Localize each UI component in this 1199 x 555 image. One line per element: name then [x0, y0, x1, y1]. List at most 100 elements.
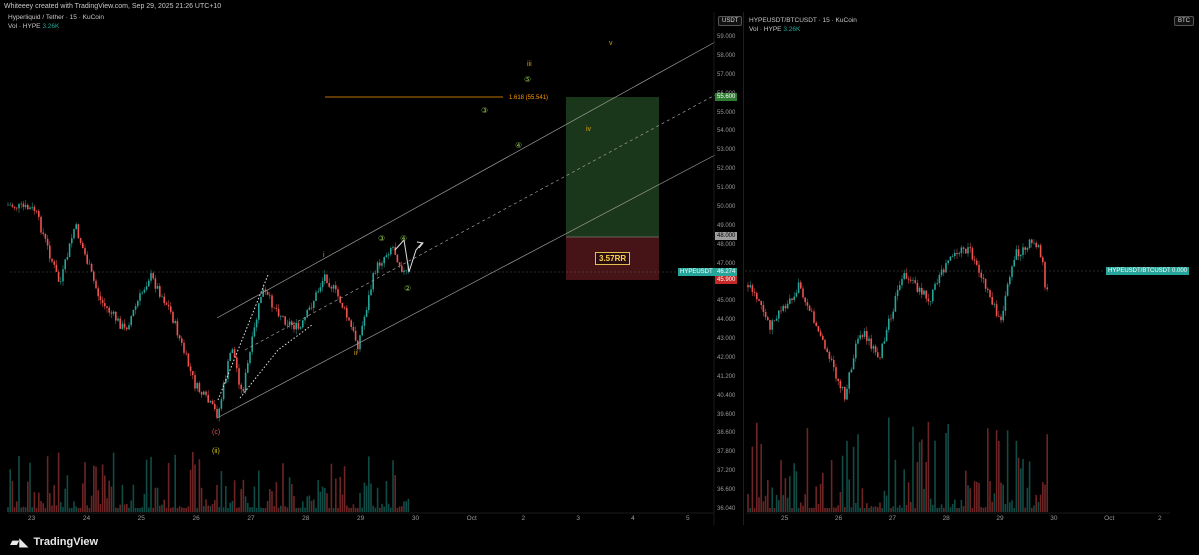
volume-bar	[910, 502, 912, 512]
candle-body	[762, 305, 765, 312]
right-pane-title: HYPEUSDT/BTCUSDT · 15 · KuCoin Vol · HYP…	[749, 16, 857, 34]
volume-bar	[209, 505, 212, 512]
volume-bar	[139, 507, 141, 512]
candle-body	[31, 206, 33, 208]
candle-body	[903, 273, 905, 279]
right-time-tick: Oct	[1104, 515, 1115, 522]
volume-bar	[885, 495, 888, 512]
right-volume-bars	[747, 417, 1048, 512]
candle-body	[181, 338, 183, 343]
volume-bar	[786, 497, 789, 512]
volume-bar	[879, 502, 881, 512]
left-time-tick: 28	[302, 515, 310, 522]
volume-bar	[134, 507, 137, 512]
candle-body	[390, 247, 392, 255]
volume-bar	[1015, 440, 1018, 512]
volume-bar	[817, 503, 820, 512]
volume-bar	[262, 507, 264, 512]
volume-bar	[1044, 484, 1046, 512]
volume-bar	[161, 504, 163, 512]
candle-body	[44, 233, 47, 239]
candle-body	[866, 331, 868, 341]
candle-body	[352, 326, 355, 331]
volume-bar	[225, 486, 227, 512]
profit-zone[interactable]	[566, 97, 659, 237]
candle-body	[194, 375, 196, 389]
candle-body	[66, 257, 69, 260]
volume-bar	[260, 507, 262, 512]
candle-body	[394, 247, 396, 255]
volume-bar	[141, 507, 143, 512]
left-price-tick: 53.000	[717, 147, 736, 154]
volume-bar	[815, 486, 817, 512]
volume-bar	[760, 443, 762, 512]
candle-body	[335, 285, 337, 290]
candle-body	[266, 291, 269, 295]
candle-body	[112, 311, 115, 314]
volume-bar	[352, 504, 355, 512]
volume-bar	[302, 501, 304, 512]
volume-bar	[819, 483, 822, 512]
volume-bar	[71, 507, 73, 512]
candle-body	[782, 305, 784, 311]
volume-bar	[828, 507, 831, 512]
candle-body	[330, 286, 333, 289]
candle-body	[29, 207, 31, 210]
candle-body	[216, 408, 218, 418]
candle-body	[218, 408, 220, 418]
candle-body	[995, 304, 998, 316]
volume-bar	[231, 501, 234, 512]
wave-label-ii: ii	[354, 350, 358, 357]
candle-body	[780, 310, 782, 312]
candle-body	[42, 232, 44, 234]
candle-body	[987, 288, 989, 291]
candle-body	[79, 238, 82, 244]
rr-badge[interactable]: 3.57RR	[595, 252, 631, 265]
volume-bar	[159, 505, 161, 512]
candle-body	[998, 315, 1000, 317]
candle-body	[137, 300, 139, 307]
candle-body	[192, 371, 194, 376]
wave-circle-4: ④	[400, 234, 407, 243]
volume-bar	[368, 456, 370, 512]
candle-body	[106, 306, 108, 308]
volume-bar	[148, 507, 150, 512]
left-price-tick: 36.040	[717, 506, 736, 512]
volume-bar	[64, 488, 66, 512]
volume-bar	[835, 507, 837, 512]
candle-body	[929, 301, 932, 302]
left-time-tick: 4	[631, 515, 635, 522]
candle-body	[852, 358, 855, 370]
volume-bar	[773, 507, 776, 512]
candle-body	[857, 338, 859, 344]
candle-body	[134, 306, 137, 310]
candle-body	[1022, 247, 1024, 255]
volume-bar	[295, 507, 297, 512]
volume-bar	[49, 493, 51, 512]
volume-bar	[119, 504, 121, 512]
volume-bar	[861, 488, 864, 512]
volume-bar	[357, 507, 359, 512]
candle-body	[117, 318, 119, 321]
volume-bar	[291, 483, 293, 512]
left-time-tick: 3	[576, 515, 580, 522]
candle-body	[315, 292, 317, 301]
left-volume-bars	[7, 451, 410, 512]
volume-bar	[907, 482, 910, 512]
volume-bar	[850, 507, 853, 512]
candle-body	[354, 330, 357, 341]
candle-body	[145, 286, 148, 290]
left-currency-badge[interactable]: USDT	[718, 16, 743, 26]
candle-body	[275, 307, 278, 309]
candle-body	[150, 273, 152, 281]
volume-bar	[813, 507, 815, 512]
candle-body	[769, 319, 771, 330]
pane-divider[interactable]	[743, 12, 744, 525]
candle-body	[1046, 287, 1048, 290]
right-currency-badge[interactable]: BTC	[1174, 16, 1194, 26]
tradingview-footer[interactable]: ▰◣ TradingView	[10, 535, 98, 549]
volume-bar	[9, 469, 11, 512]
channel-mid	[244, 94, 716, 351]
candle-body	[984, 278, 987, 289]
